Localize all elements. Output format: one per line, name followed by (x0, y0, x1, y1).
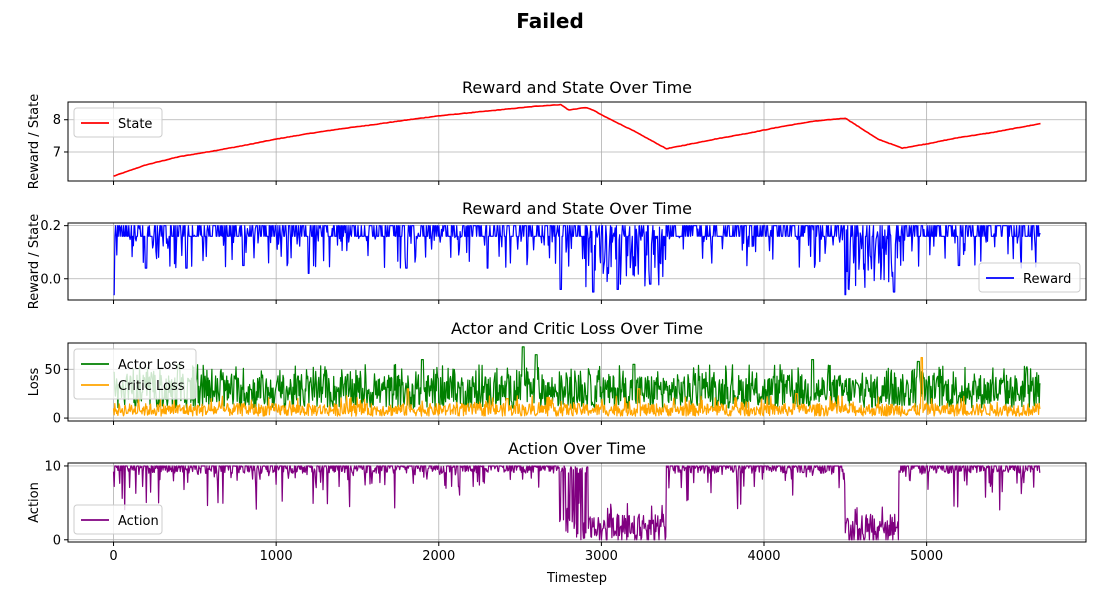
legend: Action (73, 504, 163, 535)
y-axis-label: Loss (27, 368, 42, 397)
x-tick-label: 1000 (260, 549, 293, 564)
y-tick-label: 0 (53, 412, 61, 427)
axes-frame (67, 101, 1087, 182)
panel-title: Reward and State Over Time (462, 78, 692, 97)
y-axis-label: Reward / State (27, 94, 42, 189)
series-line-action (112, 465, 1041, 541)
action-panel: 0 1000 2000 3000 4000 5000 0 10 Action Over Time… (27, 439, 1087, 586)
series-line-critic-loss (112, 357, 1041, 417)
legend: Actor Loss Critic Loss (73, 348, 197, 400)
legend: State (73, 107, 163, 138)
state-panel: 7 8 Reward and State Over Time Reward / Sta… (27, 78, 1087, 189)
y-tick-label: 0.2 (40, 219, 61, 234)
x-axis-label: Timestep (546, 571, 607, 586)
figure-suptitle: Failed (516, 9, 584, 33)
y-tick-label: 10 (44, 459, 61, 474)
legend-label: State (118, 117, 152, 132)
panel-title: Reward and State Over Time (462, 199, 692, 218)
x-tick-label: 2000 (422, 549, 455, 564)
reward-panel: 0.0 0.2 Reward and State Over Time Reward /… (27, 199, 1087, 309)
legend-label: Critic Loss (118, 379, 185, 394)
legend: Reward (978, 262, 1081, 293)
series-line-actor-loss (113, 346, 1041, 409)
y-tick-label: 0 (53, 533, 61, 548)
x-tick-label: 0 (109, 549, 117, 564)
y-tick-label: 50 (44, 363, 61, 378)
legend-label: Action (118, 514, 159, 529)
axes-frame (67, 462, 1087, 543)
x-tick-label: 5000 (910, 549, 943, 564)
y-axis-label: Reward / State (27, 214, 42, 309)
series-line-reward (113, 225, 1041, 296)
y-axis-label: Action (27, 482, 42, 523)
loss-panel: 0 50 Actor and Critic Loss Over Time Loss Ac… (27, 319, 1087, 427)
panel-title: Actor and Critic Loss Over Time (451, 319, 703, 338)
axes-frame (67, 222, 1087, 301)
y-tick-label: 7 (53, 145, 61, 160)
axes-frame (67, 342, 1087, 422)
y-tick-label: 8 (53, 113, 61, 128)
series-line-state (113, 103, 1041, 177)
y-tick-label: 0.0 (40, 272, 61, 287)
legend-label: Reward (1023, 272, 1071, 287)
panel-title: Action Over Time (508, 439, 646, 458)
x-tick-label: 3000 (585, 549, 618, 564)
x-tick-label: 4000 (747, 549, 780, 564)
legend-label: Actor Loss (118, 358, 185, 373)
